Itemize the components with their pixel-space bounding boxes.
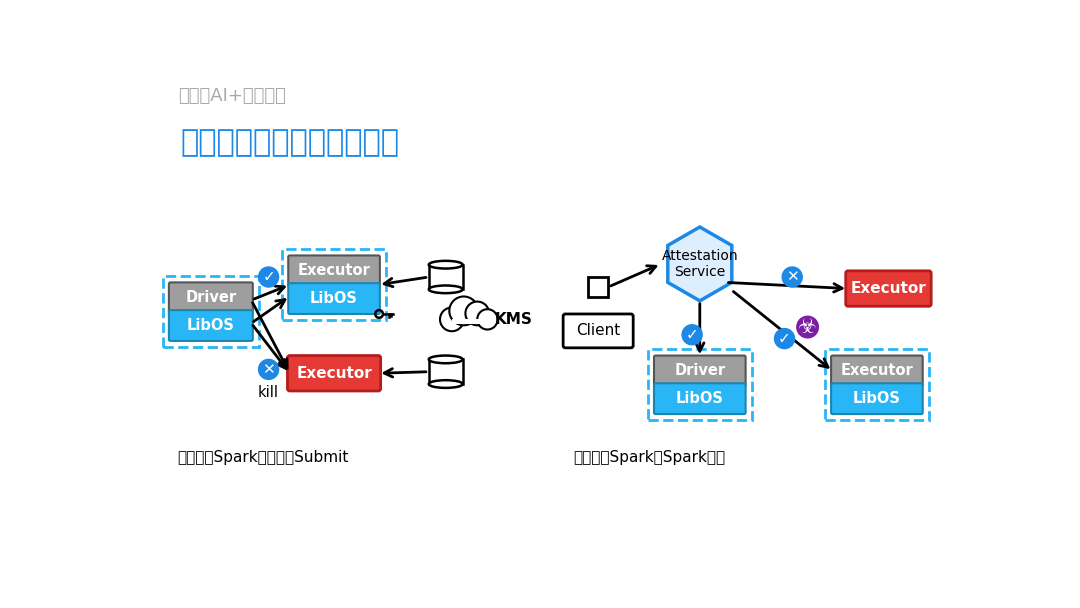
Text: Executor: Executor [851,281,927,296]
Ellipse shape [429,261,462,269]
Text: LibOS: LibOS [676,391,724,406]
Circle shape [683,325,702,345]
Circle shape [477,309,498,330]
FancyBboxPatch shape [654,383,745,414]
Polygon shape [667,227,732,301]
FancyBboxPatch shape [168,282,253,313]
Text: LibOS: LibOS [853,391,901,406]
FancyBboxPatch shape [287,356,380,391]
Text: Attestation: Attestation [661,249,738,263]
Bar [648,350,752,420]
Text: Executor: Executor [296,366,372,381]
Text: ✕: ✕ [262,362,275,377]
Circle shape [782,267,802,287]
Bar [429,359,462,384]
Circle shape [797,316,819,338]
Bar [589,277,608,297]
Text: Driver: Driver [674,364,726,378]
Text: KMS: KMS [495,312,532,327]
Text: kill: kill [258,385,279,400]
Text: Client: Client [576,323,620,339]
Circle shape [258,267,279,287]
Ellipse shape [429,356,462,363]
Bar [282,249,386,320]
Bar [825,350,929,420]
Circle shape [465,302,489,325]
Bar [451,319,487,325]
FancyBboxPatch shape [846,271,931,306]
Ellipse shape [429,286,462,293]
Bar [163,276,259,347]
Circle shape [258,359,279,379]
Text: LibOS: LibOS [310,291,357,306]
Text: Driver: Driver [186,290,237,305]
Text: Service: Service [674,264,726,278]
Text: ✓: ✓ [778,331,791,346]
Circle shape [440,308,463,331]
Text: 大数据AI+隐私计算: 大数据AI+隐私计算 [178,87,285,105]
FancyBboxPatch shape [654,356,745,386]
Text: 远程证明保证应用的完整性: 远程证明保证应用的完整性 [180,128,399,157]
Text: ✓: ✓ [686,327,699,342]
Text: 需要修改Spark的注册和Submit: 需要修改Spark的注册和Submit [178,451,349,466]
Text: ✓: ✓ [262,269,275,285]
Text: LibOS: LibOS [187,318,234,333]
Text: Executor: Executor [840,364,914,378]
FancyBboxPatch shape [168,310,253,341]
FancyBboxPatch shape [288,283,380,314]
FancyBboxPatch shape [288,255,380,286]
Text: 无需修改Spark和Spark应用: 无需修改Spark和Spark应用 [572,451,725,466]
Text: Executor: Executor [298,263,370,278]
Text: ✕: ✕ [786,269,798,285]
Circle shape [774,328,795,348]
FancyBboxPatch shape [832,383,922,414]
Bar [429,264,462,289]
Ellipse shape [429,380,462,388]
FancyBboxPatch shape [563,314,633,348]
Circle shape [449,297,478,325]
FancyBboxPatch shape [832,356,922,386]
Text: ☣: ☣ [798,317,816,337]
